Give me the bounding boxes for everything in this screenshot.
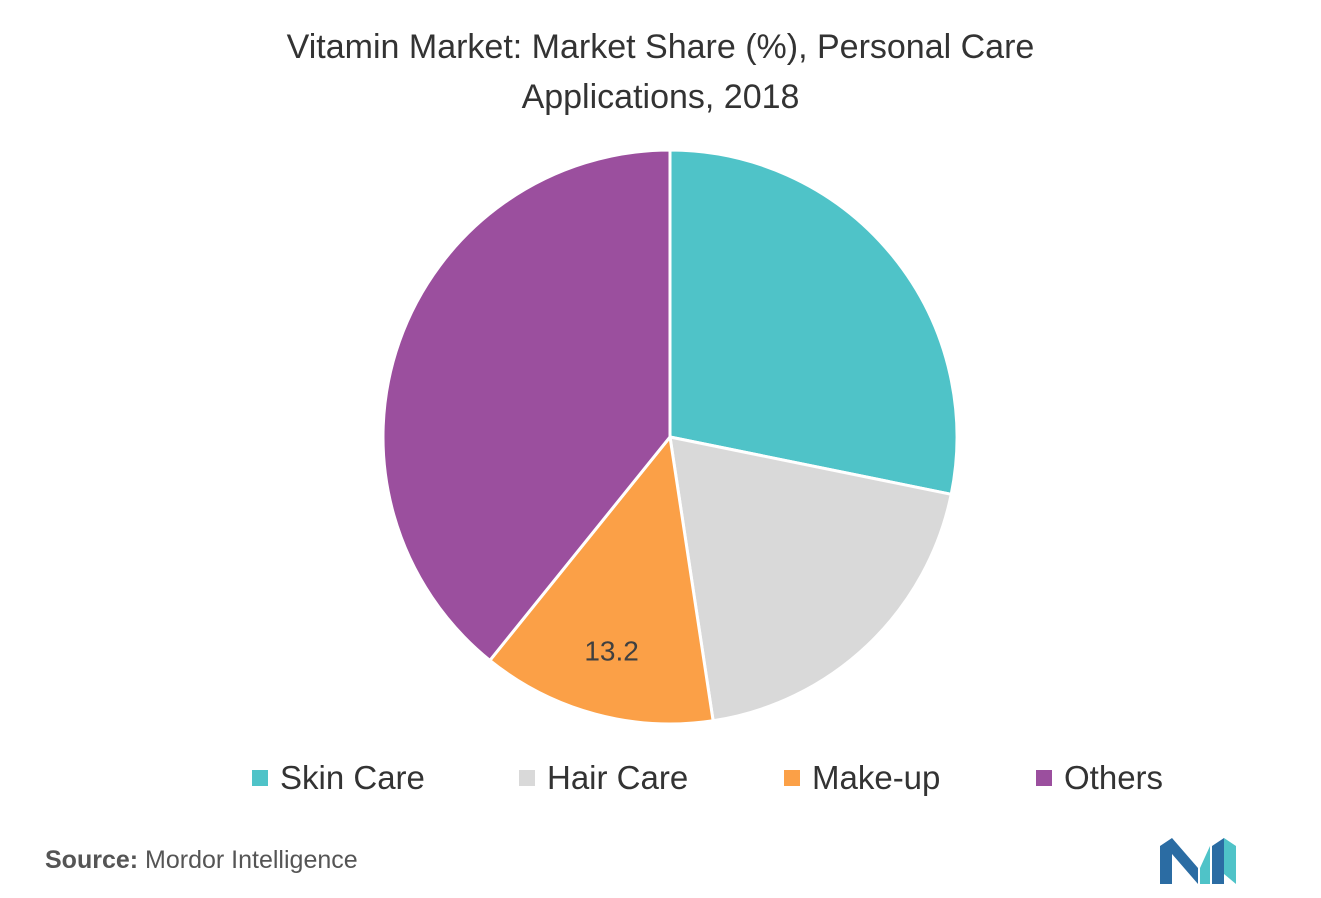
chart-title-line-2: Applications, 2018 [521,78,800,116]
legend-swatch-skin-care [252,770,268,786]
data-label-make-up: 13.2 [584,636,639,667]
legend-item-others: Others [1036,756,1163,800]
legend-swatch-hair-care [519,770,535,786]
pie-slice-hair-care [668,435,953,723]
chart-legend: Skin Care Hair Care Make-up Others [0,756,1321,800]
legend-swatch-others [1036,770,1052,786]
legend-swatch-make-up [784,770,800,786]
mordor-intelligence-logo-icon [1160,838,1236,884]
legend-item-make-up: Make-up [784,756,940,800]
pie-slice-skin-care [668,148,959,496]
pie-slices [381,148,959,726]
source-label: Source: [45,846,139,874]
chart-title-line-1: Vitamin Market: Market Share (%), Person… [286,28,1035,66]
pie-slice-make-up [488,435,715,726]
source-text: Mordor Intelligence [145,846,358,874]
legend-label-make-up: Make-up [812,759,941,796]
legend-item-hair-care: Hair Care [519,756,688,800]
legend-label-skin-care: Skin Care [280,759,425,796]
legend-label-hair-care: Hair Care [547,759,689,796]
chart-title: Vitamin Market: Market Share (%), Person… [190,22,1131,122]
pie-data-labels: 13.2 [584,636,639,667]
pie-slice-others [381,148,672,662]
source-note: Source: Mordor Intelligence [45,846,358,875]
legend-item-skin-care: Skin Care [252,756,425,800]
legend-label-others: Others [1064,759,1164,796]
